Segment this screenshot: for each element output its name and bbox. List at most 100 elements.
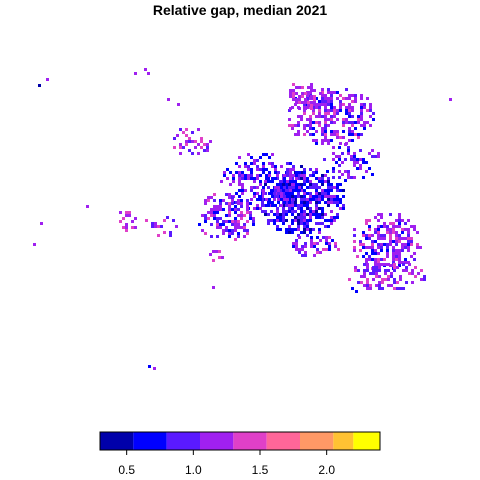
map-cell	[304, 107, 307, 110]
map-cell	[359, 164, 362, 167]
map-cell	[395, 243, 398, 246]
map-cell	[332, 167, 335, 170]
map-cell	[360, 106, 363, 109]
map-cell	[360, 115, 363, 118]
map-cell	[316, 236, 319, 239]
map-cell	[231, 229, 234, 232]
map-cell	[268, 198, 271, 201]
map-cell	[38, 84, 41, 87]
map-cell	[414, 266, 417, 269]
map-cell	[315, 201, 318, 204]
map-cell	[252, 217, 255, 220]
map-cell	[378, 269, 381, 272]
map-cell	[309, 228, 312, 231]
map-cell	[353, 152, 356, 155]
map-cell	[234, 211, 237, 214]
map-cell	[119, 220, 122, 223]
map-cell	[327, 109, 330, 112]
map-cell	[315, 192, 318, 195]
map-cell	[303, 127, 306, 130]
map-cell	[286, 198, 289, 201]
map-cell	[270, 189, 273, 192]
map-cell	[277, 189, 280, 192]
map-cell	[321, 115, 324, 118]
map-cell	[313, 89, 316, 92]
map-cell	[246, 205, 249, 208]
map-cell	[303, 225, 306, 228]
map-cell	[366, 284, 369, 287]
map-cell	[210, 211, 213, 214]
map-cell	[259, 168, 262, 171]
map-cell	[344, 158, 347, 161]
map-cell	[321, 222, 324, 225]
map-cell	[283, 198, 286, 201]
map-cell	[250, 174, 253, 177]
map-cell	[351, 106, 354, 109]
colorbar-swatch	[267, 432, 300, 450]
map-cell	[378, 266, 381, 269]
colorbar	[100, 432, 380, 455]
map-cell	[238, 165, 241, 168]
map-cell	[297, 204, 300, 207]
map-cell	[353, 249, 356, 252]
map-cell	[213, 199, 216, 202]
map-cell	[399, 278, 402, 281]
map-cell	[321, 88, 324, 91]
map-cell	[210, 196, 213, 199]
map-cell	[289, 177, 292, 180]
map-cell	[256, 159, 259, 162]
map-cell	[241, 171, 244, 174]
map-cell	[285, 231, 288, 234]
map-cell	[241, 186, 244, 189]
map-cell	[226, 168, 229, 171]
map-cell	[297, 130, 300, 133]
map-cell	[262, 162, 265, 165]
map-cell	[362, 234, 365, 237]
map-cell	[220, 180, 223, 183]
map-cell	[268, 156, 271, 159]
map-cell	[288, 225, 291, 228]
map-cell	[234, 220, 237, 223]
map-cell	[339, 201, 342, 204]
map-cell	[298, 101, 301, 104]
map-cell	[330, 94, 333, 97]
map-cell	[309, 121, 312, 124]
map-cell	[344, 143, 347, 146]
map-cell	[365, 219, 368, 222]
map-cell	[326, 170, 329, 173]
map-cell	[300, 198, 303, 201]
map-cell	[330, 100, 333, 103]
map-cell	[401, 237, 404, 240]
map-cell	[265, 177, 268, 180]
map-cell	[267, 219, 270, 222]
map-cell	[163, 231, 166, 234]
map-cell	[318, 115, 321, 118]
map-cell	[372, 118, 375, 121]
map-cell	[348, 109, 351, 112]
map-cell	[297, 115, 300, 118]
map-cell	[264, 180, 267, 183]
map-cell	[333, 198, 336, 201]
map-cell	[366, 281, 369, 284]
map-cell	[339, 189, 342, 192]
map-cell	[377, 237, 380, 240]
map-cell	[234, 223, 237, 226]
map-cell	[264, 213, 267, 216]
map-cell	[276, 228, 279, 231]
map-cell	[335, 161, 338, 164]
map-cell	[359, 240, 362, 243]
map-cell	[300, 174, 303, 177]
map-cell	[392, 252, 395, 255]
map-cell	[229, 171, 232, 174]
map-cell	[348, 127, 351, 130]
map-cell	[306, 201, 309, 204]
map-cell	[285, 219, 288, 222]
map-cell	[271, 195, 274, 198]
map-cell	[306, 219, 309, 222]
map-cell	[244, 165, 247, 168]
map-cell	[318, 109, 321, 112]
map-cell	[339, 136, 342, 139]
map-cell	[179, 152, 182, 155]
map-cell	[292, 95, 295, 98]
map-cell	[365, 161, 368, 164]
